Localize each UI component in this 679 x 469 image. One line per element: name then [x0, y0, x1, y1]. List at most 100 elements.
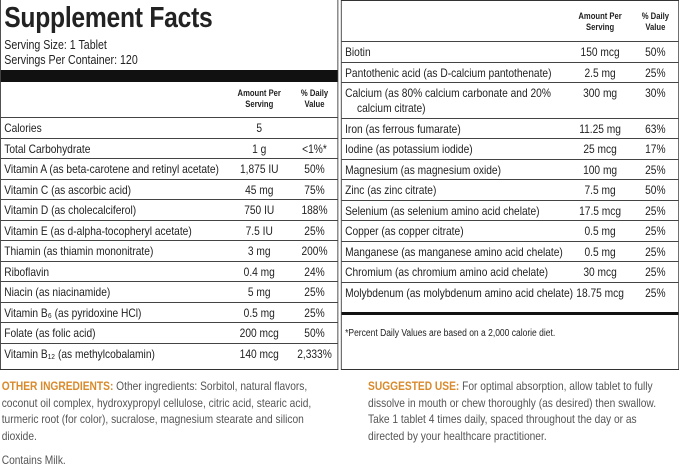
amount: 7.5 IU — [245, 223, 273, 238]
nutrient-row: Vitamin B₁₂ (as methylcobalamin) 140 mcg 2… — [0, 342, 338, 364]
amount: 3 mg — [247, 244, 271, 258]
amount: 7.5 mg — [584, 183, 616, 198]
amount: 17.5 mcg — [579, 203, 622, 218]
nutrient-name: Total Carbohydrate — [4, 141, 91, 156]
daily-value: 50% — [304, 162, 325, 176]
daily-value: 25% — [645, 265, 666, 280]
daily-value: 25% — [304, 223, 325, 238]
daily-value: 200% — [301, 244, 328, 258]
daily-value: 25% — [645, 244, 666, 259]
nutrient-name: Biotin — [345, 45, 371, 59]
facts-panel-right: Amount Per Serving % Daily Value *Percen… — [340, 0, 679, 370]
nutrient-row: Magnesium (as magnesium oxide) 100 mg 25% — [341, 158, 679, 180]
dv-header: % Daily Value — [300, 88, 329, 109]
nutrient-row: Thiamin (as thiamin mononitrate) 3 mg 200% — [0, 240, 338, 261]
amount: 45 mg — [245, 182, 274, 197]
amount: 750 IU — [244, 203, 275, 217]
dv-header: % Daily Value — [641, 11, 669, 32]
daily-value: 188% — [301, 203, 328, 217]
amount: 0.4 mg — [243, 264, 275, 279]
daily-value: 50% — [645, 45, 666, 59]
daily-value: 17% — [645, 142, 666, 157]
nutrient-name: Vitamin E (as d-alpha-tocopheryl acetate… — [4, 223, 192, 238]
nutrient-name: Thiamin (as thiamin mononitrate) — [4, 244, 154, 258]
nutrient-name: Copper (as copper citrate) — [345, 224, 464, 239]
amount: 300 mg — [583, 86, 618, 100]
label: SUGGESTED USE: — [368, 379, 460, 393]
amount: 18.75 mcg — [576, 285, 624, 300]
daily-value: 25% — [645, 224, 666, 239]
daily-value: 25% — [304, 285, 325, 299]
nutrient-name: Zinc (as zinc citrate) — [345, 183, 437, 198]
nutrient-row: Vitamin D (as cholecalciferol) 750 IU 188% — [0, 199, 338, 220]
nutrient-name: Folate (as folic acid) — [4, 326, 96, 340]
nutrient-name: Pantothenic acid (as D-calcium pantothen… — [345, 65, 552, 80]
amount: 0.5 mg — [584, 244, 616, 259]
amount: 200 mcg — [239, 326, 279, 340]
amount: 5 mg — [247, 285, 271, 299]
nutrient-row: Molybdenum (as molybdenum amino acid che… — [341, 281, 679, 303]
nutrient-row: Riboflavin 0.4 mg 24% — [0, 260, 338, 282]
amount: 1 g — [252, 141, 267, 156]
nutrient-row: Iron (as ferrous fumarate) 11.25 mg 63% — [341, 117, 679, 139]
label: OTHER INGREDIENTS: — [1, 379, 114, 393]
nutrient-row: Vitamin C (as ascorbic acid) 45 mg 75% — [0, 178, 338, 200]
amount: 25 mcg — [583, 142, 617, 157]
nutrient-name: Riboflavin — [4, 264, 50, 279]
nutrient-row: Calories 5 — [0, 117, 338, 138]
footnote: *Percent Daily Values are based on a 2,0… — [345, 328, 556, 339]
amount: 2.5 mg — [584, 65, 616, 80]
title: Supplement Facts — [4, 2, 213, 34]
nutrient-name: Selenium (as selenium amino acid chelate… — [345, 203, 540, 218]
nutrient-name: Iodine (as potassium iodide) — [345, 142, 473, 157]
amount-header: Amount Per Serving — [578, 11, 622, 32]
nutrient-name: Niacin (as niacinamide) — [4, 285, 111, 299]
nutrient-name: Vitamin A (as beta-carotene and retinyl … — [4, 162, 219, 176]
nutrient-row: Folate (as folic acid) 200 mcg 50% — [0, 322, 338, 343]
amount: 150 mcg — [580, 45, 620, 59]
nutrient-name: Magnesium (as magnesium oxide) — [345, 162, 502, 177]
servings-per-container: Servings Per Container: 120 — [4, 53, 138, 67]
nutrient-row: Niacin (as niacinamide) 5 mg 25% — [0, 281, 338, 302]
nutrient-row: Calcium (as 80% calcium carbonate and 20… — [341, 82, 679, 118]
amount: 0.5 mg — [584, 224, 616, 239]
amount: 5 — [256, 121, 263, 135]
facts-panel-left: Supplement Facts Serving Size: 1 Tablet … — [0, 0, 339, 370]
daily-value: 2,333% — [297, 346, 332, 361]
nutrient-row: Total Carbohydrate 1 g <1%* — [0, 137, 338, 159]
daily-value: 50% — [645, 183, 666, 198]
daily-value: 30% — [645, 86, 666, 100]
nutrient-row: Vitamin E (as d-alpha-tocopheryl acetate… — [0, 219, 338, 241]
amount: 1,875 IU — [239, 162, 279, 176]
nutrient-row: Vitamin A (as beta-carotene and retinyl … — [0, 158, 338, 179]
divider-bar — [341, 312, 679, 315]
nutrient-row: Iodine (as potassium iodide) 25 mcg 17% — [341, 138, 679, 159]
nutrient-row: Pantothenic acid (as D-calcium pantothen… — [341, 61, 679, 83]
divider-bar — [0, 70, 338, 82]
nutrient-name: Calories — [4, 121, 42, 135]
daily-value: 24% — [304, 264, 325, 279]
nutrient-name: Vitamin B₆ (as pyridoxine HCl) — [4, 305, 142, 320]
suggested-use: SUGGESTED USE: For optimal absorption, a… — [368, 378, 674, 444]
amount: 0.5 mg — [243, 305, 275, 320]
nutrient-name: Manganese (as manganese amino acid chela… — [345, 244, 563, 259]
nutrient-name: Vitamin C (as ascorbic acid) — [4, 182, 132, 197]
nutrient-row: Vitamin B₆ (as pyridoxine HCl) 0.5 mg 25% — [0, 301, 338, 323]
nutrient-name: Chromium (as chromium amino acid chelate… — [345, 265, 549, 280]
nutrient-row: Biotin 150 mcg 50% — [341, 41, 679, 62]
amount-header: Amount Per Serving — [237, 88, 281, 109]
daily-value: 75% — [304, 182, 325, 197]
text: Other ingredients: Sorbitol, natural fla… — [1, 379, 312, 443]
daily-value: 25% — [645, 203, 666, 218]
serving-size: Serving Size: 1 Tablet — [4, 38, 107, 52]
amount: 30 mcg — [583, 265, 617, 280]
text: For optimal absorption, allow tablet to … — [368, 379, 657, 443]
nutrient-name: Calcium (as 80% calcium carbonate and 20… — [345, 86, 551, 115]
nutrient-name: Vitamin B₁₂ (as methylcobalamin) — [4, 346, 155, 361]
daily-value: 50% — [304, 326, 325, 340]
daily-value: 25% — [645, 285, 666, 300]
nutrient-name: Iron (as ferrous fumarate) — [345, 121, 461, 136]
nutrient-row: Zinc (as zinc citrate) 7.5 mg 50% — [341, 179, 679, 200]
